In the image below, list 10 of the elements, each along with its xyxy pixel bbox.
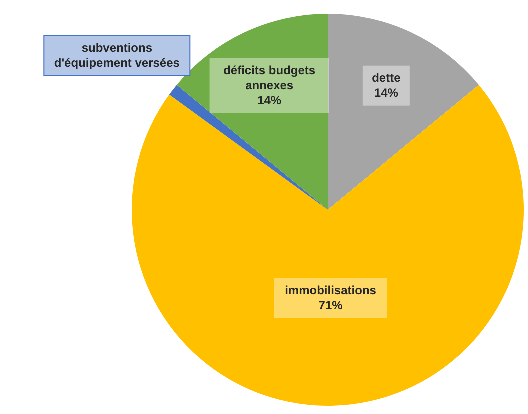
data-label: 14% (258, 94, 282, 108)
slice-label: subventions d'équipement versées (54, 41, 180, 70)
pie-slice (328, 14, 480, 210)
slice-label: dette (372, 71, 402, 86)
pie-slice (169, 85, 328, 210)
data-label: 14% (374, 86, 399, 100)
data-label: 71% (318, 298, 344, 312)
slice-label: immobilisations (285, 283, 377, 298)
pie-slice (132, 85, 524, 406)
slice-label: déficits budgets annexes (224, 64, 316, 93)
